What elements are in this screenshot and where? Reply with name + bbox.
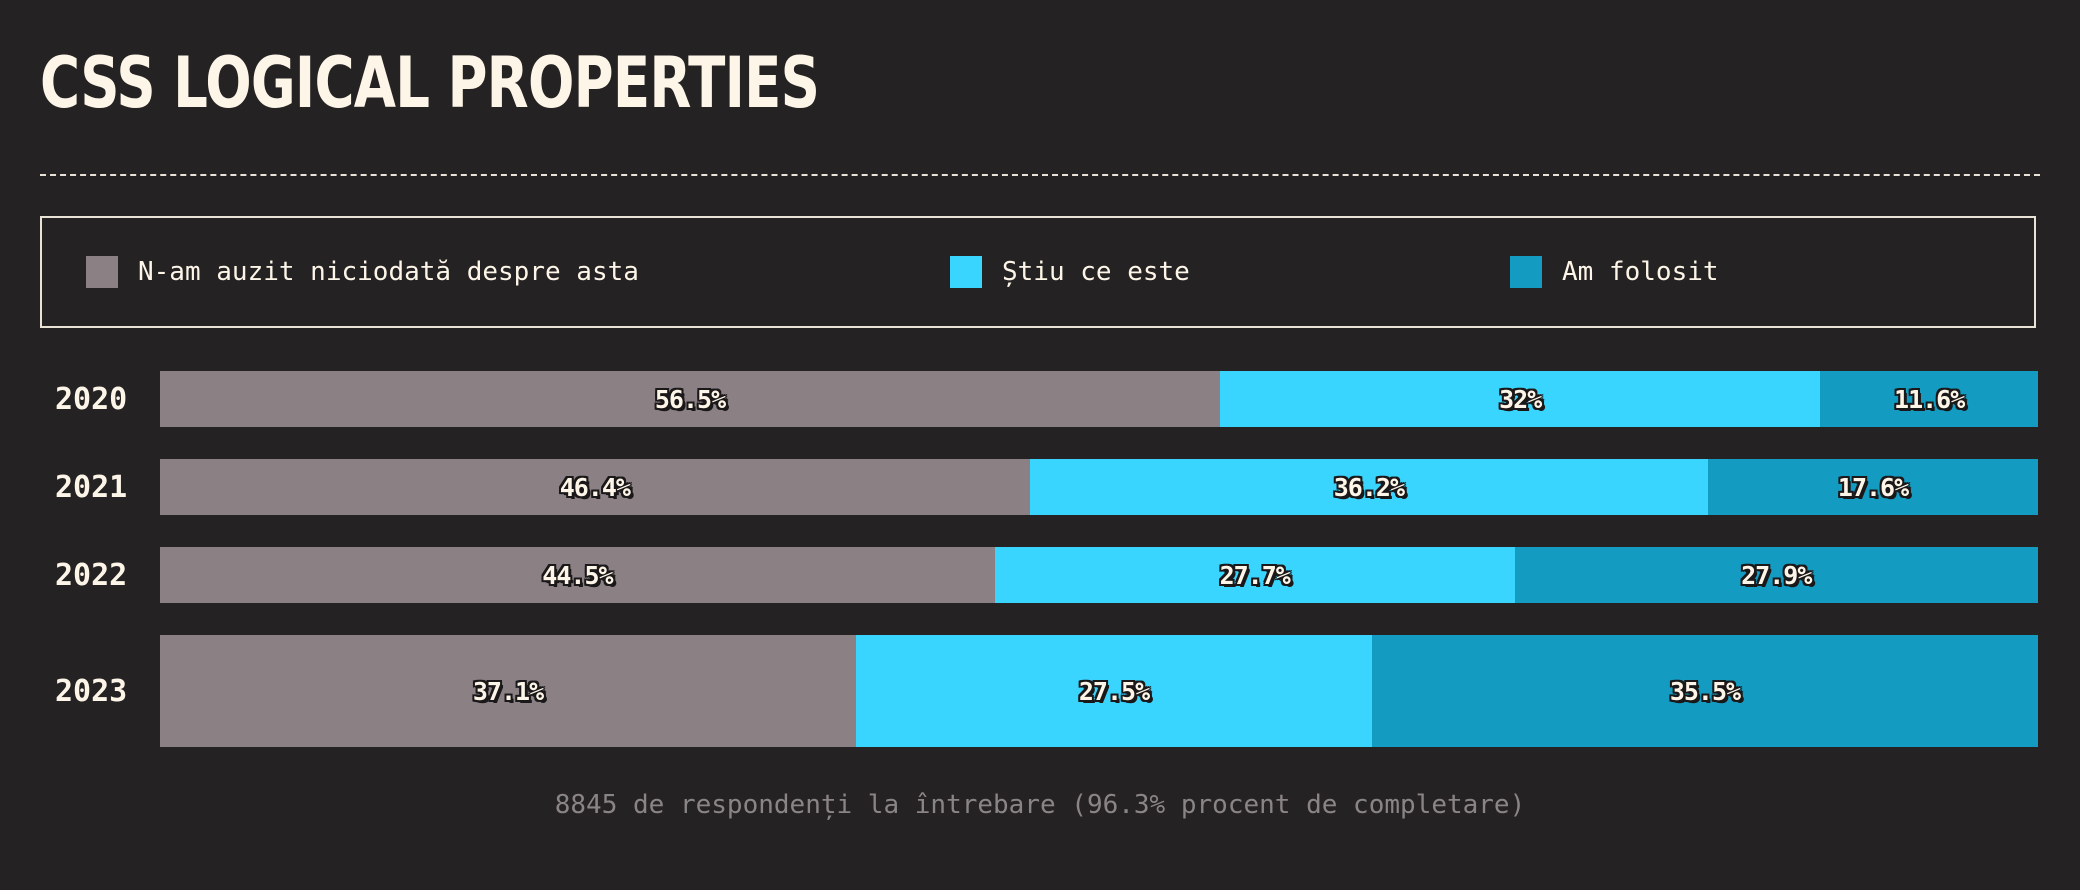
bar-row-2020: 2020 56.5% 32% 11.6%: [0, 371, 2080, 427]
bar-track-2020: 56.5% 32% 11.6%: [160, 371, 2038, 427]
data-label-2022-3: 27.9%: [1741, 560, 1812, 590]
title-divider: [40, 174, 2040, 176]
bar-segment-2022-1[interactable]: 44.5%: [160, 547, 995, 603]
data-label-2023-2: 27.5%: [1078, 676, 1150, 706]
data-label-2022-2: 27.7%: [1219, 560, 1291, 590]
bar-track-2021: 46.4% 36.2% 17.6%: [160, 459, 2038, 515]
data-label-2021-3: 17.6%: [1837, 472, 1909, 502]
respondents-footnote: 8845 de respondenți la întrebare (96.3% …: [554, 790, 1526, 820]
bar-segment-2021-2[interactable]: 36.2%: [1029, 459, 1709, 515]
bar-segment-2020-3[interactable]: 11.6%: [1820, 371, 2038, 427]
bar-row-2023: 2023 37.1% 27.5% 35.5%: [0, 635, 2080, 747]
legend-item-never-heard[interactable]: N-am auzit niciodată despre asta: [86, 218, 639, 326]
legend-label-never-heard: N-am auzit niciodată despre asta: [138, 257, 639, 287]
data-label-2020-3: 11.6%: [1894, 384, 1965, 414]
bar-segment-2022-2[interactable]: 27.7%: [994, 547, 1515, 603]
legend-label-used: Am folosit: [1562, 257, 1719, 287]
year-label-2021: 2021: [55, 469, 128, 505]
data-label-2022-1: 44.5%: [542, 560, 613, 590]
data-label-2021-1: 46.4%: [559, 472, 631, 502]
legend-label-know-what-it-is: Știu ce este: [1002, 257, 1190, 287]
data-label-2021-2: 36.2%: [1333, 472, 1405, 502]
legend-swatch-know-what-it-is: [950, 256, 982, 288]
data-label-2020-1: 56.5%: [654, 384, 726, 414]
bar-track-2023: 37.1% 27.5% 35.5%: [160, 635, 2038, 747]
year-label-2020: 2020: [55, 381, 128, 417]
bar-row-2022: 2022 44.5% 27.7% 27.9%: [0, 547, 2080, 603]
data-label-2023-3: 35.5%: [1669, 676, 1741, 706]
year-label-2023: 2023: [55, 673, 128, 709]
bar-segment-2023-2[interactable]: 27.5%: [856, 635, 1372, 747]
data-label-2020-2: 32%: [1499, 384, 1542, 414]
bar-segment-2023-1[interactable]: 37.1%: [160, 635, 857, 747]
chart-title: CSS LOGICAL PROPERTIES: [40, 42, 820, 124]
bar-track-2022: 44.5% 27.7% 27.9%: [160, 547, 2038, 603]
bar-segment-2020-1[interactable]: 56.5%: [160, 371, 1220, 427]
legend-item-know-what-it-is[interactable]: Știu ce este: [950, 218, 1190, 326]
legend-swatch-never-heard: [86, 256, 118, 288]
bar-segment-2022-3[interactable]: 27.9%: [1514, 547, 2038, 603]
legend-item-used[interactable]: Am folosit: [1510, 218, 1719, 326]
data-label-2023-1: 37.1%: [472, 676, 544, 706]
year-label-2022: 2022: [55, 557, 128, 593]
bar-segment-2020-2[interactable]: 32%: [1220, 371, 1821, 427]
bar-segment-2021-1[interactable]: 46.4%: [160, 459, 1030, 515]
bar-segment-2023-3[interactable]: 35.5%: [1371, 635, 2038, 747]
legend-swatch-used: [1510, 256, 1542, 288]
bar-segment-2021-3[interactable]: 17.6%: [1708, 459, 2038, 515]
bar-row-2021: 2021 46.4% 36.2% 17.6%: [0, 459, 2080, 515]
legend: N-am auzit niciodată despre asta Știu ce…: [40, 216, 2036, 328]
